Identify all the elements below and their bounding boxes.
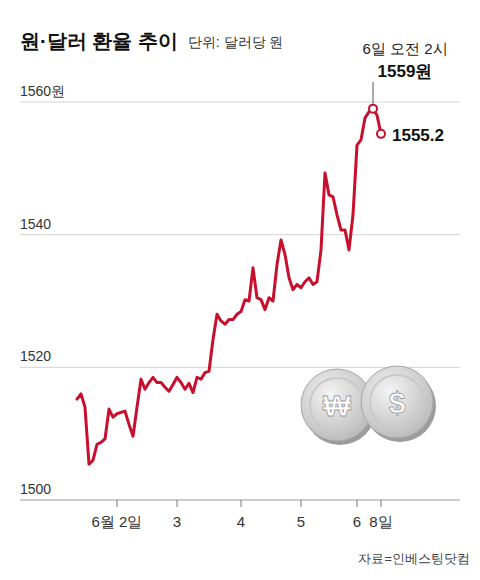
x-tick [301, 500, 302, 507]
series-group [77, 109, 381, 465]
x-tick-label: 4 [237, 513, 245, 530]
source: 자료=인베스팅닷컴 [358, 551, 470, 566]
coin-rim [370, 375, 424, 429]
x-tick-label: 8일 [369, 513, 392, 530]
x-axis-line [20, 500, 460, 501]
grid-line [20, 102, 460, 103]
line [77, 109, 381, 465]
y-tick-label: 1540 [20, 216, 51, 232]
coin-rim [310, 378, 364, 432]
coin [361, 366, 433, 438]
x-tick [241, 500, 242, 507]
coins-illustration: ₩$ [301, 366, 436, 445]
y-tick-label: 1520 [20, 348, 51, 364]
x-tick [381, 500, 382, 507]
end-marker [377, 130, 385, 138]
x-tick-label: 5 [297, 513, 305, 530]
x-tick [177, 500, 178, 507]
peak-marker [369, 105, 377, 113]
subtitle: 단위: 달러당 원 [188, 34, 284, 50]
title: 원·달러 환율 추이 [20, 30, 178, 52]
x-tick-label: 6 [353, 513, 361, 530]
x-tick [357, 500, 358, 507]
annotation-time: 6일 오전 2시 [362, 40, 447, 57]
leader-line [373, 82, 374, 104]
coin-symbol: ₩ [323, 389, 352, 422]
x-tick-label: 6월 2일 [92, 513, 143, 530]
y-tick-label: 1560원 [20, 83, 65, 99]
annotation-peak: 1559원 [378, 62, 433, 81]
coin-symbol: $ [389, 386, 406, 419]
x-tick-label: 3 [173, 513, 181, 530]
y-tick-label: 1500 [20, 481, 51, 497]
grid-line [20, 234, 460, 235]
x-tick [117, 500, 118, 507]
annotation-end: 1555.2 [392, 126, 444, 145]
chart-root: 원·달러 환율 추이 단위: 달러당 원 1500 1520 1540 1560원 6월 2… [0, 0, 480, 580]
grid [20, 102, 460, 500]
